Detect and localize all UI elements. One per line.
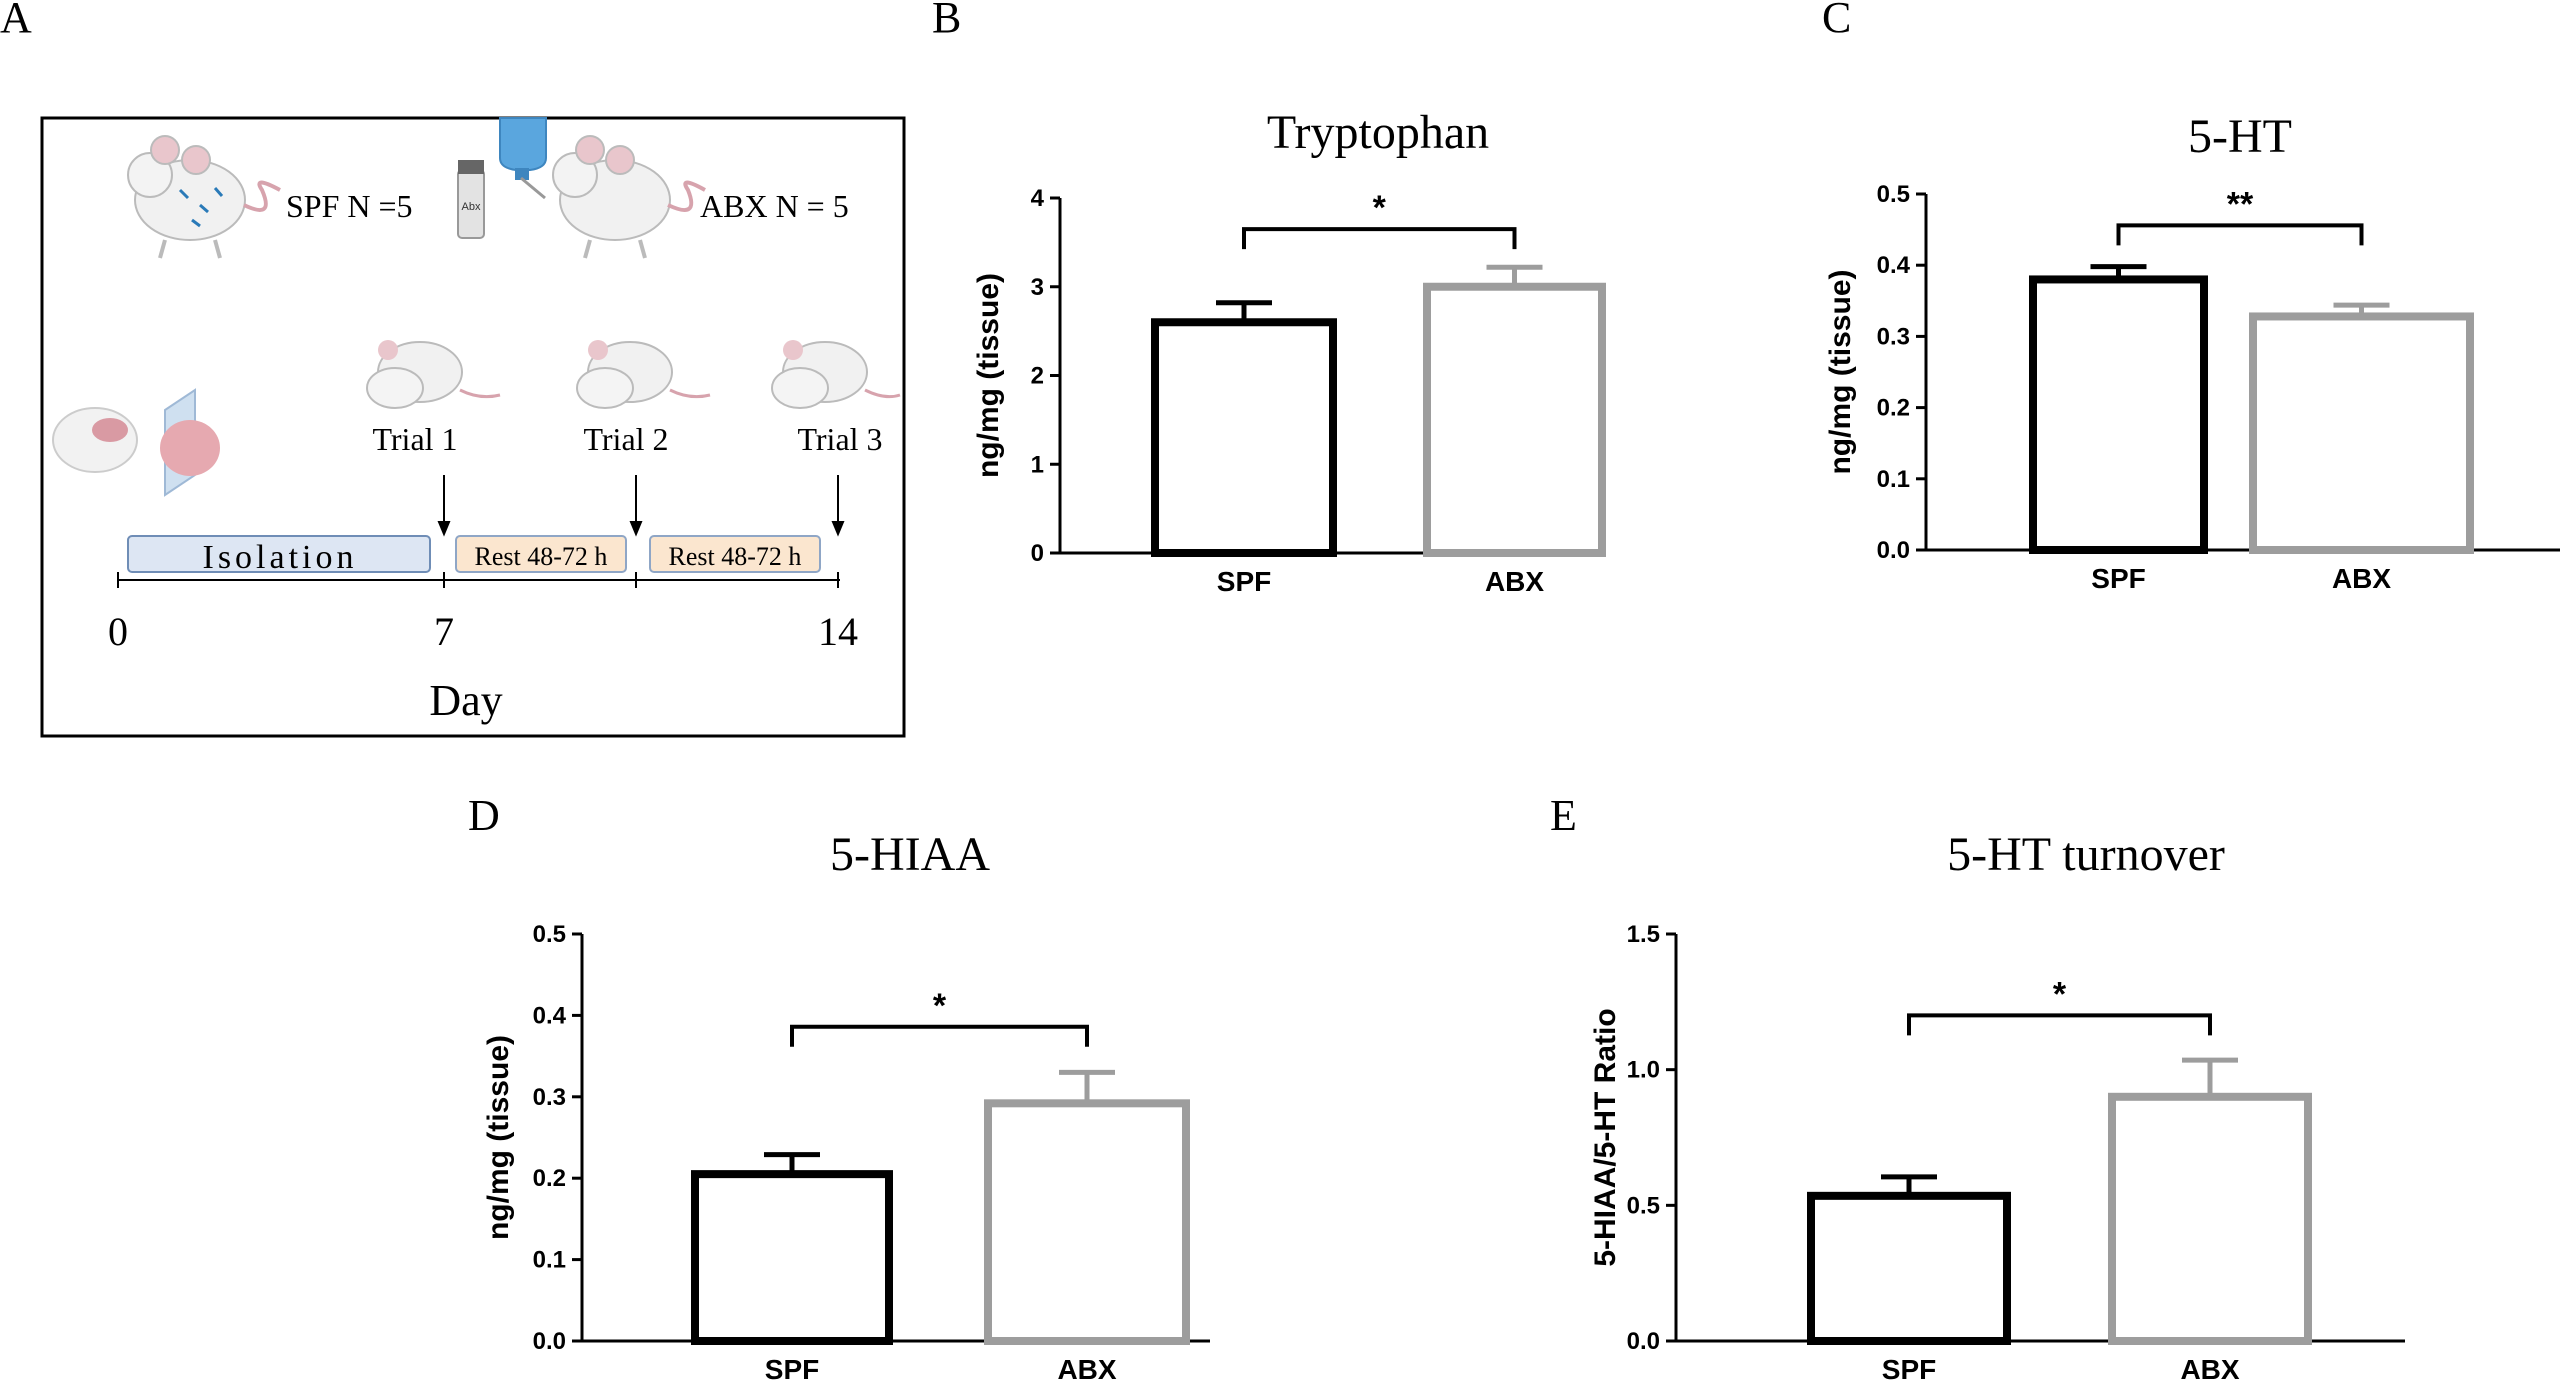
rest-1-box (455, 535, 627, 573)
chart-title: 5-HT (2188, 110, 2292, 163)
chart-d: D 5-HIAA ng/mg (tissue) 0.0 0.1 0.2 0.3 0.4 0.5 S… (468, 791, 1210, 1385)
brain-slice-icon (52, 388, 220, 497)
abx-group-label: ABX N = 5 (700, 188, 849, 224)
chart-b: B Tryptophan ng/mg (tissue) 0 1 2 3 4 SPF ABX * (932, 0, 1606, 597)
bar-spf (691, 1170, 893, 1345)
category-label-abx: ABX (2332, 563, 2391, 594)
significance-bracket (1907, 1013, 2212, 1036)
chart-panels: B Tryptophan ng/mg (tissue) 0 1 2 3 4 SPF ABX * C 5-… (468, 0, 2560, 1385)
panel-a-letter: A (0, 0, 32, 42)
trial-arrows (437, 475, 845, 537)
bar-abx (2249, 312, 2474, 554)
timeline-axis (117, 572, 840, 588)
bar-abx (984, 1099, 1190, 1346)
bar-spf (1151, 318, 1337, 557)
significance-marker: * (933, 987, 947, 1025)
bar-spf (1807, 1191, 2011, 1345)
abx-bottle-icon: Abx (457, 160, 485, 239)
category-label-spf: SPF (1882, 1354, 1936, 1385)
bar-abx (2108, 1092, 2312, 1346)
rest-2-label: Rest 48-72 h (669, 542, 802, 571)
significance-marker: ** (2227, 185, 2254, 223)
y-tick-label: 0.4 (1877, 252, 1911, 279)
y-tick-label: 1.0 (1627, 1057, 1660, 1084)
y-tick-label: 4 (1031, 185, 1045, 212)
y-tick-label: 0.3 (1877, 323, 1910, 350)
trial-3-mice-icon (771, 340, 901, 409)
chart-c: C 5-HT ng/mg (tissue) 0.0 0.1 0.2 0.3 0.4 0.5 SPF… (1822, 0, 2560, 594)
bar-abx (1423, 282, 1606, 557)
category-label-abx: ABX (1485, 566, 1544, 597)
y-tick-label: 0.5 (1877, 181, 1910, 208)
spf-mouse-icon (127, 135, 281, 259)
y-tick-label: 0.5 (533, 921, 566, 948)
y-tick-label: 0.5 (1627, 1192, 1660, 1219)
y-tick-label: 0.4 (533, 1002, 567, 1029)
day-axis-label: Day (429, 676, 502, 725)
y-tick-label: 2 (1031, 363, 1044, 390)
y-tick-label: 1.5 (1627, 921, 1660, 948)
y-axis-label: ng/mg (tissue) (972, 273, 1005, 478)
significance-marker: * (1373, 189, 1387, 227)
chart-title: 5-HIAA (830, 828, 990, 881)
y-tick-label: 1 (1031, 451, 1044, 478)
trial-2-label: Trial 2 (583, 421, 668, 457)
panel-letter: B (932, 0, 961, 42)
y-tick-label: 0.0 (533, 1328, 566, 1355)
y-axis-label: 5-HIAA/5-HT Ratio (1589, 1008, 1622, 1266)
panel-letter: E (1550, 791, 1577, 840)
category-label-abx: ABX (1057, 1354, 1116, 1385)
y-tick-label: 0.2 (1877, 395, 1910, 422)
significance-bracket (1242, 227, 1517, 250)
day-tick-0: 0 (108, 609, 128, 654)
rest-2-box (649, 535, 821, 573)
significance-marker: * (2053, 975, 2067, 1013)
day-tick-14: 14 (818, 609, 858, 654)
trial-3-label: Trial 3 (797, 421, 882, 457)
abx-mouse-icon (552, 135, 706, 259)
trial-1-mice-icon (366, 340, 501, 409)
trial-1-label: Trial 1 (372, 421, 457, 457)
isolation-box (127, 535, 431, 573)
panel-a-frame (40, 116, 906, 738)
y-tick-label: 3 (1031, 274, 1044, 301)
significance-bracket (2116, 223, 2364, 246)
chart-title: Tryptophan (1267, 106, 1489, 159)
category-label-spf: SPF (765, 1354, 819, 1385)
y-axis-label: ng/mg (tissue) (1824, 269, 1857, 474)
chart-title: 5-HT turnover (1947, 828, 2225, 881)
y-tick-label: 0.0 (1877, 537, 1910, 564)
category-label-abx: ABX (2180, 1354, 2239, 1385)
category-label-spf: SPF (2091, 563, 2145, 594)
category-label-spf: SPF (1217, 566, 1271, 597)
y-tick-label: 0 (1031, 540, 1044, 567)
y-tick-label: 0.1 (533, 1247, 566, 1274)
panel-letter: C (1822, 0, 1851, 42)
y-tick-label: 0.0 (1627, 1328, 1660, 1355)
water-bottle-icon (499, 117, 547, 200)
chart-e: E 5-HT turnover 5-HIAA/5-HT Ratio 0.0 0.5 1.0… (1550, 791, 2405, 1385)
bar-spf (2029, 275, 2208, 554)
rest-1-label: Rest 48-72 h (475, 542, 608, 571)
y-tick-label: 0.2 (533, 1165, 566, 1192)
panel-letter: D (468, 791, 500, 840)
panel-a: A SPF N =5 Abx (0, 0, 906, 738)
abx-bottle-label: Abx (462, 201, 481, 213)
y-tick-label: 0.3 (533, 1084, 566, 1111)
spf-group-label: SPF N =5 (286, 188, 413, 224)
isolation-label: Isolation (203, 539, 358, 576)
significance-bracket (790, 1024, 1089, 1047)
y-axis-label: ng/mg (tissue) (482, 1035, 515, 1240)
day-tick-7: 7 (434, 609, 454, 654)
y-tick-label: 0.1 (1877, 466, 1910, 493)
trial-2-mice-icon (576, 340, 711, 409)
